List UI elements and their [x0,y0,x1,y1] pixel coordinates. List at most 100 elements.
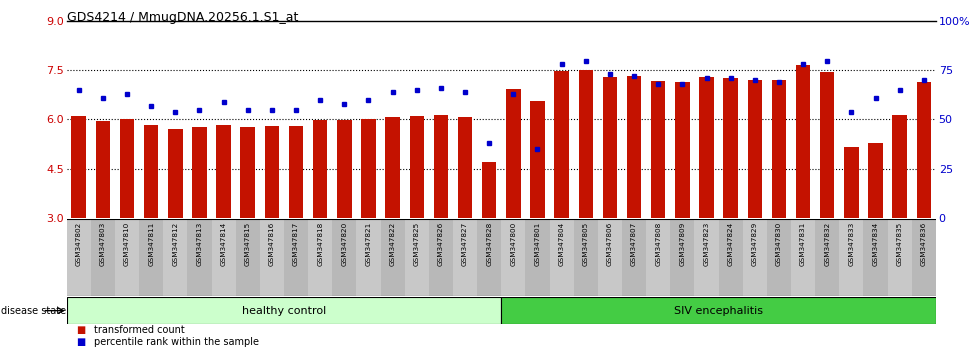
Bar [550,219,573,296]
Bar [839,219,863,296]
Text: GSM347831: GSM347831 [800,222,807,266]
Bar [502,297,936,324]
Text: percentile rank within the sample: percentile rank within the sample [94,337,259,347]
Text: SIV encephalitis: SIV encephalitis [674,306,763,316]
Text: GSM347808: GSM347808 [656,222,662,266]
Bar [357,219,380,296]
Bar [482,162,497,218]
Text: GSM347815: GSM347815 [245,222,251,266]
Bar [380,219,405,296]
Bar [405,219,429,296]
Bar [67,297,502,324]
Text: GSM347828: GSM347828 [486,222,492,266]
Text: GSM347827: GSM347827 [462,222,468,266]
Bar [168,129,182,218]
Bar [120,119,134,218]
Bar [265,126,279,218]
Text: GSM347820: GSM347820 [341,222,347,266]
Bar [144,125,159,218]
Bar [313,120,327,218]
Bar [477,219,502,296]
Text: GDS4214 / MmugDNA.20256.1.S1_at: GDS4214 / MmugDNA.20256.1.S1_at [67,11,298,24]
Text: GSM347803: GSM347803 [100,222,106,266]
Bar [627,76,641,218]
Bar [863,219,888,296]
Bar [670,219,695,296]
Bar [796,65,810,218]
Bar [164,219,187,296]
Bar [240,127,255,218]
Text: GSM347832: GSM347832 [824,222,830,266]
Bar [598,219,622,296]
Text: GSM347826: GSM347826 [438,222,444,266]
Bar [139,219,164,296]
Bar [603,77,617,218]
Text: GSM347809: GSM347809 [679,222,685,266]
Text: GSM347824: GSM347824 [728,222,734,266]
Bar [289,126,303,218]
Text: GSM347818: GSM347818 [318,222,323,266]
Bar [723,78,738,218]
Text: GSM347822: GSM347822 [390,222,396,266]
Text: GSM347823: GSM347823 [704,222,710,266]
Text: disease state: disease state [1,306,66,316]
Bar [187,219,212,296]
Bar [525,219,550,296]
Bar [695,219,718,296]
Text: GSM347817: GSM347817 [293,222,299,266]
Bar [72,116,86,218]
Bar [362,119,375,218]
Text: ■: ■ [76,325,85,335]
Bar [743,219,767,296]
Bar [555,71,568,218]
Bar [217,125,231,218]
Text: transformed count: transformed count [94,325,185,335]
Bar [91,219,115,296]
Bar [260,219,284,296]
Text: healthy control: healthy control [242,306,326,316]
Text: GSM347806: GSM347806 [607,222,612,266]
Text: GSM347834: GSM347834 [872,222,878,266]
Text: GSM347811: GSM347811 [148,222,154,266]
Bar [911,219,936,296]
Bar [622,219,646,296]
Bar [893,115,907,218]
Text: GSM347814: GSM347814 [220,222,226,266]
Bar [115,219,139,296]
Bar [235,219,260,296]
Text: GSM347804: GSM347804 [559,222,564,266]
Bar [434,115,448,218]
Bar [748,80,762,218]
Bar [888,219,911,296]
Text: GSM347802: GSM347802 [75,222,81,266]
Bar [337,120,352,218]
Text: GSM347835: GSM347835 [897,222,903,266]
Text: GSM347807: GSM347807 [631,222,637,266]
Bar [429,219,453,296]
Bar [530,102,545,218]
Bar [700,77,713,218]
Text: GSM347833: GSM347833 [849,222,855,266]
Text: GSM347812: GSM347812 [172,222,178,266]
Bar [284,219,308,296]
Bar [573,219,598,296]
Text: GSM347816: GSM347816 [269,222,274,266]
Bar [815,219,839,296]
Bar [308,219,332,296]
Text: GSM347821: GSM347821 [366,222,371,266]
Bar [767,219,791,296]
Bar [675,82,690,218]
Text: GSM347800: GSM347800 [511,222,516,266]
Text: GSM347810: GSM347810 [124,222,130,266]
Bar [646,219,670,296]
Bar [578,70,593,218]
Bar [718,219,743,296]
Text: GSM347829: GSM347829 [752,222,758,266]
Bar [502,219,525,296]
Text: GSM347825: GSM347825 [414,222,419,266]
Bar [410,115,424,218]
Bar [820,72,835,218]
Text: GSM347813: GSM347813 [196,222,203,266]
Bar [453,219,477,296]
Bar [916,82,931,218]
